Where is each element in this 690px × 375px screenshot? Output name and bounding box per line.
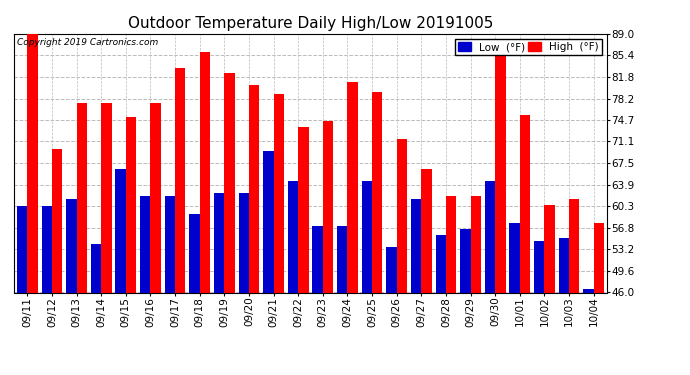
Bar <box>460 230 471 292</box>
Bar <box>126 117 136 292</box>
Bar <box>239 193 249 292</box>
Text: Copyright 2019 Cartronics.com: Copyright 2019 Cartronics.com <box>17 38 158 46</box>
Bar <box>101 103 112 292</box>
Bar <box>165 196 175 292</box>
Bar <box>150 103 161 292</box>
Bar <box>544 205 555 292</box>
Bar <box>495 43 506 292</box>
Bar <box>559 238 569 292</box>
Bar <box>189 214 199 292</box>
Bar <box>397 139 407 292</box>
Bar <box>411 199 422 292</box>
Bar <box>140 196 150 292</box>
Bar <box>28 34 38 292</box>
Bar <box>52 149 62 292</box>
Bar <box>224 74 235 292</box>
Bar <box>348 82 358 292</box>
Bar <box>593 223 604 292</box>
Bar <box>249 85 259 292</box>
Bar <box>386 248 397 292</box>
Bar <box>17 207 28 292</box>
Bar <box>77 103 87 292</box>
Bar <box>91 244 101 292</box>
Bar <box>66 199 77 292</box>
Bar <box>298 127 308 292</box>
Bar <box>323 121 333 292</box>
Bar <box>509 223 520 292</box>
Bar <box>41 207 52 292</box>
Bar <box>175 68 186 292</box>
Bar <box>263 151 273 292</box>
Bar <box>485 181 495 292</box>
Bar <box>115 169 126 292</box>
Bar <box>520 115 530 292</box>
Bar <box>471 196 481 292</box>
Bar <box>372 92 382 292</box>
Bar <box>199 52 210 292</box>
Bar <box>422 169 432 292</box>
Bar <box>362 181 372 292</box>
Legend: Low  (°F), High  (°F): Low (°F), High (°F) <box>455 39 602 56</box>
Bar <box>435 236 446 292</box>
Title: Outdoor Temperature Daily High/Low 20191005: Outdoor Temperature Daily High/Low 20191… <box>128 16 493 31</box>
Bar <box>446 196 456 292</box>
Bar <box>288 181 298 292</box>
Bar <box>313 226 323 292</box>
Bar <box>214 193 224 292</box>
Bar <box>569 199 580 292</box>
Bar <box>583 290 593 292</box>
Bar <box>534 242 544 292</box>
Bar <box>337 226 348 292</box>
Bar <box>273 94 284 292</box>
